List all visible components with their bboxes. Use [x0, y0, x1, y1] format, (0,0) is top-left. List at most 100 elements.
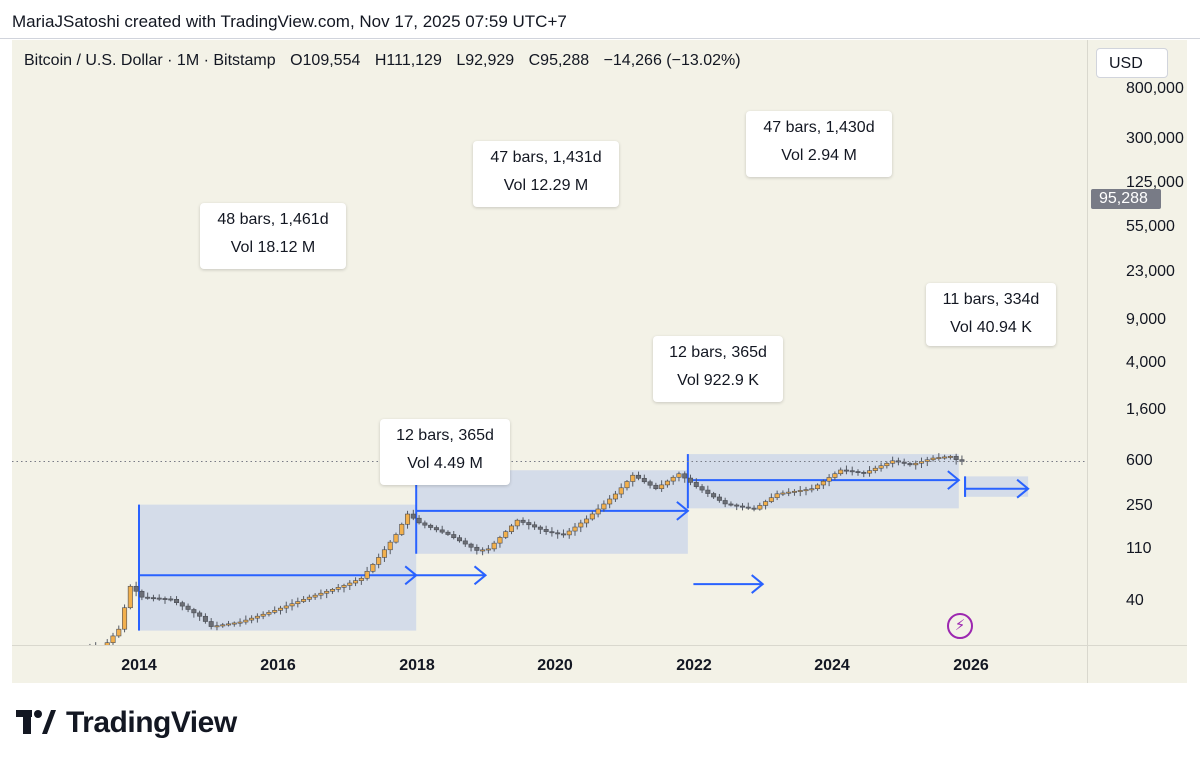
legend-symbol[interactable]: Bitcoin / U.S. Dollar · 1M · Bitstamp: [24, 52, 276, 69]
range-label-2018-2022[interactable]: 47 bars, 1,431d Vol 12.29 M: [473, 141, 619, 207]
legend-close-label: C: [528, 52, 541, 69]
candle-body: [595, 508, 601, 515]
candle-body: [693, 482, 699, 487]
price-scale[interactable]: USD 800,000 300,000 125,000 55,000 23,00…: [1087, 40, 1187, 645]
candle-body: [341, 585, 347, 588]
candle-body: [104, 642, 110, 645]
year-tick: 2024: [814, 657, 850, 674]
candle-body: [803, 489, 809, 492]
range-label-2018-2019[interactable]: 12 bars, 365d Vol 4.49 M: [380, 419, 510, 485]
attribution-text: MariaJSatoshi created with TradingView.c…: [12, 12, 567, 31]
candle-body: [277, 607, 283, 611]
range-label-bars: 12 bars, 365d: [396, 427, 494, 444]
range-label-2026-2027[interactable]: 11 bars, 334d Vol 40.94 K: [926, 283, 1056, 346]
candle-body: [589, 513, 595, 520]
price-tick: 40: [1126, 592, 1144, 609]
candle-body: [445, 531, 451, 535]
candle-body: [849, 470, 855, 473]
candle-body: [820, 480, 826, 486]
candle-body: [543, 529, 549, 532]
range-shade: [965, 476, 1029, 497]
candle-body: [462, 540, 468, 545]
tradingview-wordmark: TradingView: [66, 706, 237, 739]
range-arrow-head: [473, 565, 488, 586]
price-tick: 800,000: [1126, 80, 1184, 97]
candle-body: [249, 617, 255, 621]
candle-body: [416, 517, 422, 524]
candle-body: [901, 461, 907, 464]
candle-body: [630, 474, 636, 482]
range-label-volume: Vol 18.12 M: [230, 239, 316, 256]
price-tick: 300,000: [1126, 130, 1184, 147]
candle-body: [907, 463, 913, 466]
candle-body: [289, 603, 295, 607]
flash-icon[interactable]: ⚡: [947, 613, 973, 639]
candle-body: [156, 597, 162, 600]
price-tick: 250: [1126, 497, 1153, 514]
year-tick: 2020: [537, 657, 573, 674]
year-tick: 2016: [260, 657, 296, 674]
candle-body: [549, 531, 555, 534]
time-axis[interactable]: 2014 2016 2018 2020 2022 2024 2026: [12, 645, 1087, 683]
candle-body: [405, 513, 411, 525]
range-label-2022-2023[interactable]: 12 bars, 365d Vol 922.9 K: [653, 336, 783, 402]
legend-low-label: L: [456, 52, 466, 69]
candle-body: [763, 501, 769, 506]
candle-body: [838, 469, 844, 475]
candle-body: [376, 557, 382, 565]
candle-body: [168, 598, 174, 601]
candle-body: [578, 522, 584, 528]
candle-body: [584, 518, 590, 524]
range-label-volume: Vol 2.94 M: [781, 147, 857, 164]
range-label-bars: 11 bars, 334d: [942, 291, 1040, 308]
candle-body: [659, 484, 665, 490]
candle-body: [751, 507, 757, 510]
candle-body: [231, 622, 237, 625]
candle-body: [174, 599, 180, 603]
candle-body: [532, 524, 538, 528]
range-label-2014-2018[interactable]: 48 bars, 1,461d Vol 18.12 M: [200, 203, 346, 269]
candle-body: [497, 537, 503, 544]
candle-body: [220, 624, 226, 627]
candle-body: [312, 594, 318, 598]
candle-body: [179, 602, 185, 607]
candle-body: [301, 599, 307, 602]
candle-body: [739, 505, 745, 508]
candle-body: [162, 598, 168, 600]
candle-body: [508, 525, 514, 532]
range-shade: [139, 504, 417, 631]
range-arrow-head: [947, 470, 961, 490]
candle-body: [688, 477, 694, 483]
candle-body: [636, 474, 642, 479]
candle-body: [133, 585, 139, 592]
legend-close-value: 95,288: [540, 52, 590, 69]
candle-body: [191, 609, 197, 614]
price-tick: 9,000: [1126, 311, 1167, 328]
candle-body: [139, 590, 145, 598]
candle-body: [682, 473, 688, 479]
candle-body: [618, 487, 624, 495]
range-label-volume: Vol 922.9 K: [677, 372, 759, 389]
candle-body: [890, 460, 896, 464]
candle-body: [612, 493, 618, 500]
year-tick: 2014: [121, 657, 157, 674]
attribution-header: MariaJSatoshi created with TradingView.c…: [0, 0, 1200, 38]
candle-body: [520, 519, 526, 523]
price-chart[interactable]: [12, 40, 1087, 645]
currency-selector[interactable]: USD: [1096, 48, 1168, 78]
candle-body: [185, 605, 191, 610]
candle-body: [855, 471, 861, 473]
candle-body: [272, 610, 278, 613]
candle-body: [745, 506, 751, 509]
candle-body: [433, 527, 439, 531]
price-tick: 110: [1126, 540, 1152, 557]
candle-body: [422, 522, 428, 526]
candle-body: [468, 543, 474, 548]
candle-body: [491, 542, 497, 550]
candle-body: [480, 549, 486, 552]
last-price-badge: 95,288: [1091, 189, 1161, 209]
candle-body: [826, 477, 832, 482]
price-tick: 1,600: [1126, 401, 1167, 418]
chart-frame[interactable]: Bitcoin / U.S. Dollar · 1M · Bitstamp O1…: [12, 40, 1187, 683]
range-label-2022-2026[interactable]: 47 bars, 1,430d Vol 2.94 M: [746, 111, 892, 177]
